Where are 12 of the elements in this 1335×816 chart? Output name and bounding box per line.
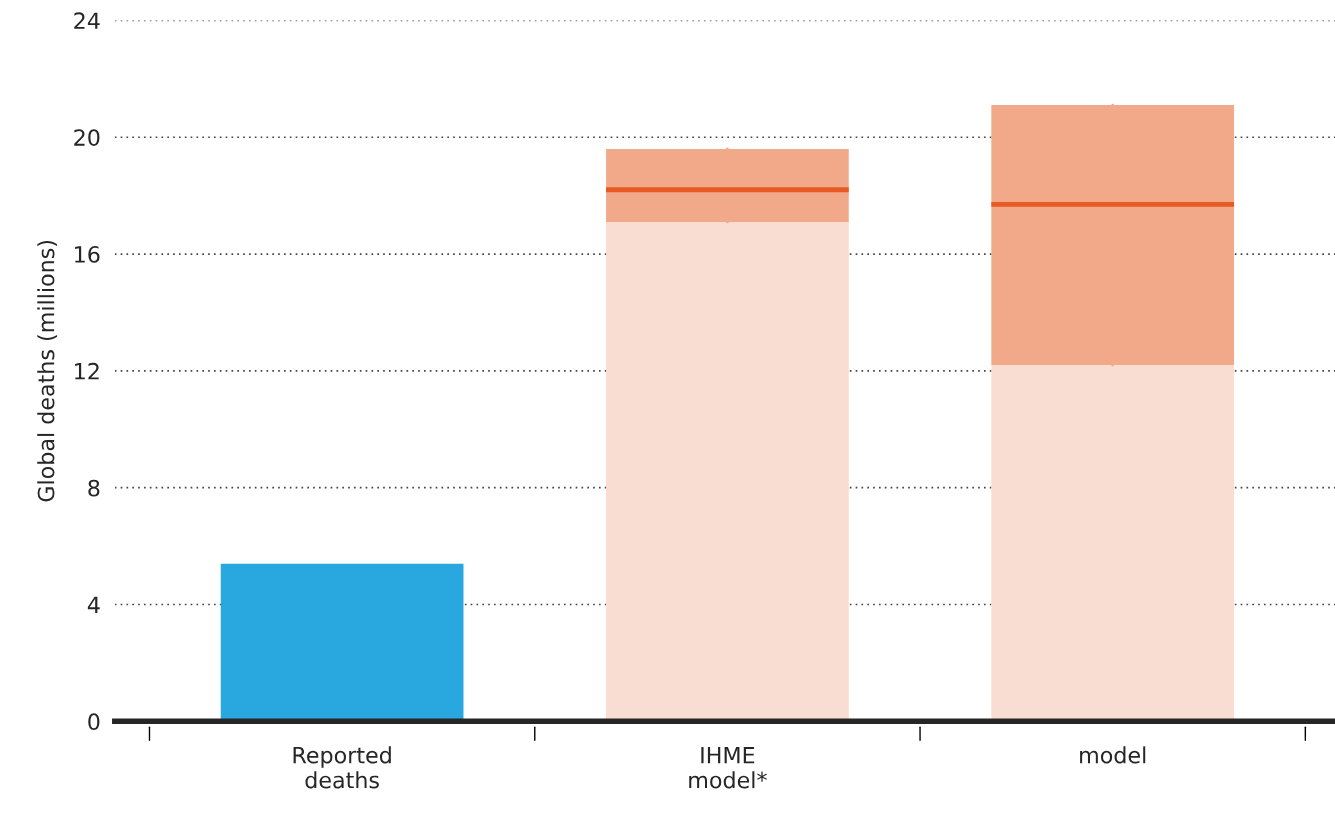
y-tick-label: 0	[88, 713, 100, 731]
y-tick-label: 12	[75, 362, 99, 380]
x-tick-label: Reported deaths	[293, 746, 391, 789]
x-tick-label: model	[1080, 746, 1146, 764]
y-tick-label: 16	[75, 246, 100, 263]
y-tick-label: 20	[74, 129, 100, 146]
y-tick-label: 4	[87, 596, 100, 613]
bar	[220, 563, 464, 722]
y-tick-label: 8	[88, 479, 100, 497]
x-tick-label: IHME model*	[689, 747, 767, 789]
y-axis-title: Global deaths (millions)	[37, 240, 58, 502]
y-tick-label: 24	[74, 12, 100, 29]
